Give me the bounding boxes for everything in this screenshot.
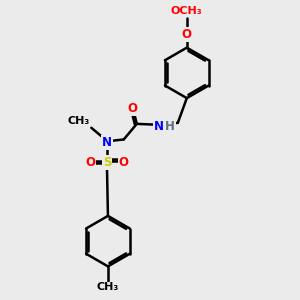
Text: N: N	[102, 136, 112, 149]
Text: O: O	[119, 156, 129, 169]
Text: O: O	[128, 102, 138, 115]
Text: OCH₃: OCH₃	[171, 6, 202, 16]
Text: S: S	[103, 156, 111, 169]
Text: H: H	[165, 120, 175, 133]
Text: CH₃: CH₃	[97, 283, 119, 292]
Text: N: N	[154, 120, 164, 133]
Text: CH₃: CH₃	[67, 116, 90, 126]
Text: O: O	[182, 28, 192, 41]
Text: O: O	[85, 156, 95, 169]
